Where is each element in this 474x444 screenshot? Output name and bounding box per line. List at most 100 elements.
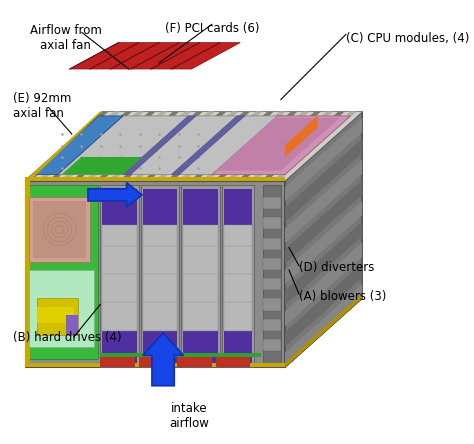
Polygon shape xyxy=(25,177,285,181)
Polygon shape xyxy=(25,181,30,368)
Polygon shape xyxy=(102,226,137,331)
Polygon shape xyxy=(191,111,273,181)
Polygon shape xyxy=(202,111,285,181)
Polygon shape xyxy=(191,111,273,181)
Polygon shape xyxy=(261,111,345,181)
Polygon shape xyxy=(179,111,262,181)
Polygon shape xyxy=(100,185,139,368)
Text: (F) PCI cards (6): (F) PCI cards (6) xyxy=(164,22,259,36)
Polygon shape xyxy=(102,331,137,363)
Polygon shape xyxy=(62,157,142,174)
Polygon shape xyxy=(177,357,212,368)
Polygon shape xyxy=(100,357,135,368)
Polygon shape xyxy=(49,111,132,181)
Polygon shape xyxy=(167,111,250,181)
Polygon shape xyxy=(73,111,155,181)
Polygon shape xyxy=(285,139,362,222)
Text: (D) diverters: (D) diverters xyxy=(299,262,374,274)
Polygon shape xyxy=(96,111,179,181)
FancyArrow shape xyxy=(143,333,183,386)
Polygon shape xyxy=(224,331,253,363)
Polygon shape xyxy=(37,111,120,181)
Polygon shape xyxy=(285,111,362,368)
Polygon shape xyxy=(285,111,362,368)
Polygon shape xyxy=(216,118,340,170)
Polygon shape xyxy=(285,293,362,368)
Polygon shape xyxy=(25,111,362,181)
Polygon shape xyxy=(249,111,333,181)
Polygon shape xyxy=(73,111,155,181)
Text: Airflow from
axial fan: Airflow from axial fan xyxy=(30,24,101,52)
Polygon shape xyxy=(285,263,362,347)
Polygon shape xyxy=(179,111,262,181)
Polygon shape xyxy=(143,189,177,226)
Polygon shape xyxy=(141,185,179,368)
Polygon shape xyxy=(222,185,255,368)
Polygon shape xyxy=(263,258,281,270)
Polygon shape xyxy=(285,201,362,285)
Polygon shape xyxy=(49,111,132,181)
Polygon shape xyxy=(214,111,297,181)
Polygon shape xyxy=(285,284,362,368)
Polygon shape xyxy=(84,111,167,181)
Polygon shape xyxy=(37,298,78,335)
FancyArrow shape xyxy=(88,182,142,207)
Polygon shape xyxy=(139,357,173,368)
Polygon shape xyxy=(37,306,74,323)
Text: (A) blowers (3): (A) blowers (3) xyxy=(299,290,386,303)
Polygon shape xyxy=(122,116,196,174)
Polygon shape xyxy=(224,189,253,226)
Polygon shape xyxy=(70,43,240,69)
Polygon shape xyxy=(183,226,218,331)
Text: (C) CPU modules, (4): (C) CPU modules, (4) xyxy=(346,32,469,45)
Text: (E) 92mm
axial fan: (E) 92mm axial fan xyxy=(13,91,71,119)
Polygon shape xyxy=(33,201,86,258)
Polygon shape xyxy=(143,226,177,331)
Polygon shape xyxy=(29,270,94,347)
Text: (B) hard drives (4): (B) hard drives (4) xyxy=(13,330,121,344)
Polygon shape xyxy=(261,111,345,181)
Polygon shape xyxy=(25,111,108,181)
Polygon shape xyxy=(119,111,202,181)
Polygon shape xyxy=(25,111,108,181)
Polygon shape xyxy=(263,197,281,209)
Polygon shape xyxy=(143,111,226,181)
Polygon shape xyxy=(285,222,362,305)
Polygon shape xyxy=(57,116,285,174)
Polygon shape xyxy=(131,111,214,181)
Polygon shape xyxy=(226,111,309,181)
Polygon shape xyxy=(25,111,102,181)
Polygon shape xyxy=(285,159,362,243)
Polygon shape xyxy=(143,331,177,363)
Polygon shape xyxy=(263,278,281,290)
Polygon shape xyxy=(33,116,123,174)
Polygon shape xyxy=(167,111,250,181)
Polygon shape xyxy=(183,189,218,226)
Polygon shape xyxy=(108,111,191,181)
Polygon shape xyxy=(182,185,220,368)
Polygon shape xyxy=(285,118,362,202)
Polygon shape xyxy=(285,242,362,326)
Polygon shape xyxy=(131,111,214,181)
Polygon shape xyxy=(285,116,318,157)
Polygon shape xyxy=(263,298,281,311)
Text: intake
airflow: intake airflow xyxy=(170,402,210,430)
Polygon shape xyxy=(61,111,144,181)
Polygon shape xyxy=(285,180,362,264)
Polygon shape xyxy=(224,226,253,331)
Polygon shape xyxy=(37,111,120,181)
Polygon shape xyxy=(143,111,226,181)
Polygon shape xyxy=(263,238,281,250)
Polygon shape xyxy=(29,197,90,262)
Polygon shape xyxy=(263,185,281,368)
Polygon shape xyxy=(25,363,285,368)
Polygon shape xyxy=(155,111,238,181)
Polygon shape xyxy=(237,111,321,181)
Polygon shape xyxy=(183,331,218,363)
Polygon shape xyxy=(263,319,281,331)
Polygon shape xyxy=(212,116,350,174)
Polygon shape xyxy=(273,111,356,181)
Polygon shape xyxy=(61,111,144,181)
Polygon shape xyxy=(263,339,281,351)
Polygon shape xyxy=(84,111,167,181)
